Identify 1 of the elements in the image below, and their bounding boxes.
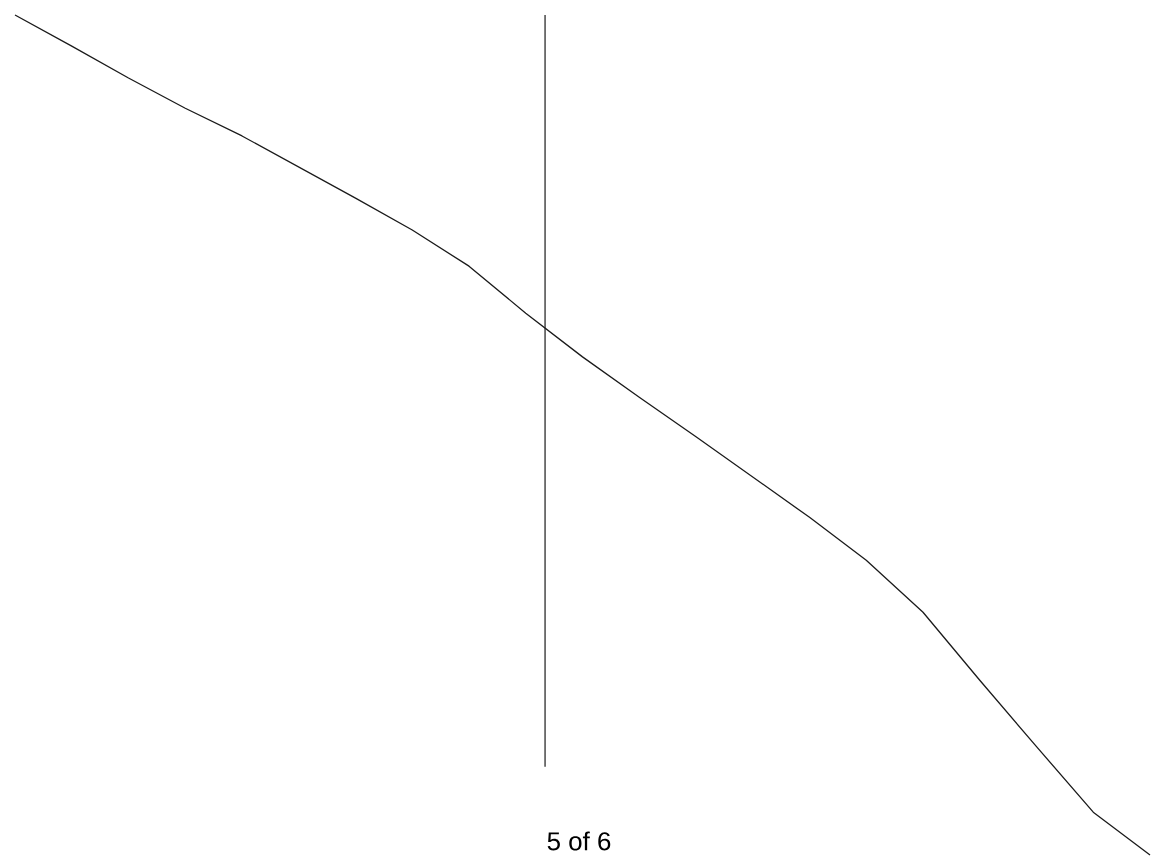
annotation: 5 of 6: [547, 831, 611, 851]
